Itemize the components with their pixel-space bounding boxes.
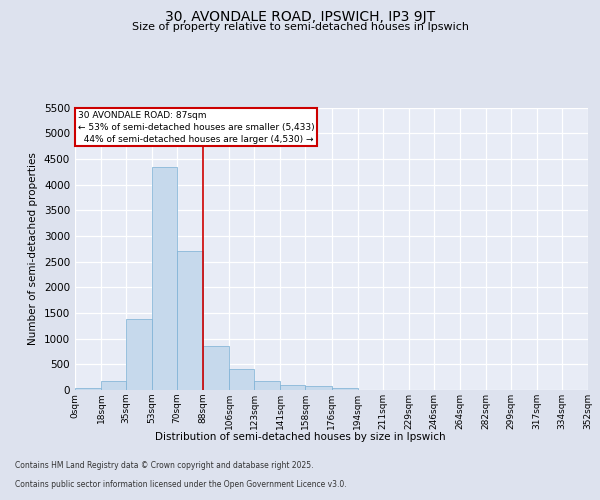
Bar — [101, 382, 126, 390]
Text: 30, AVONDALE ROAD, IPSWICH, IP3 9JT: 30, AVONDALE ROAD, IPSWICH, IP3 9JT — [165, 10, 435, 24]
Bar — [152, 166, 177, 390]
Bar — [203, 346, 229, 390]
Y-axis label: Number of semi-detached properties: Number of semi-detached properties — [28, 152, 38, 345]
Bar — [126, 319, 152, 390]
Bar — [254, 382, 280, 390]
Bar — [75, 388, 101, 390]
Text: Contains HM Land Registry data © Crown copyright and database right 2025.: Contains HM Land Registry data © Crown c… — [15, 461, 314, 470]
Text: Distribution of semi-detached houses by size in Ipswich: Distribution of semi-detached houses by … — [155, 432, 445, 442]
Bar — [280, 385, 305, 390]
Bar — [229, 370, 254, 390]
Bar — [331, 388, 358, 390]
Text: Contains public sector information licensed under the Open Government Licence v3: Contains public sector information licen… — [15, 480, 347, 489]
Text: Size of property relative to semi-detached houses in Ipswich: Size of property relative to semi-detach… — [131, 22, 469, 32]
Bar — [305, 386, 332, 390]
Bar — [177, 252, 203, 390]
Text: 30 AVONDALE ROAD: 87sqm
← 53% of semi-detached houses are smaller (5,433)
  44% : 30 AVONDALE ROAD: 87sqm ← 53% of semi-de… — [78, 111, 314, 144]
